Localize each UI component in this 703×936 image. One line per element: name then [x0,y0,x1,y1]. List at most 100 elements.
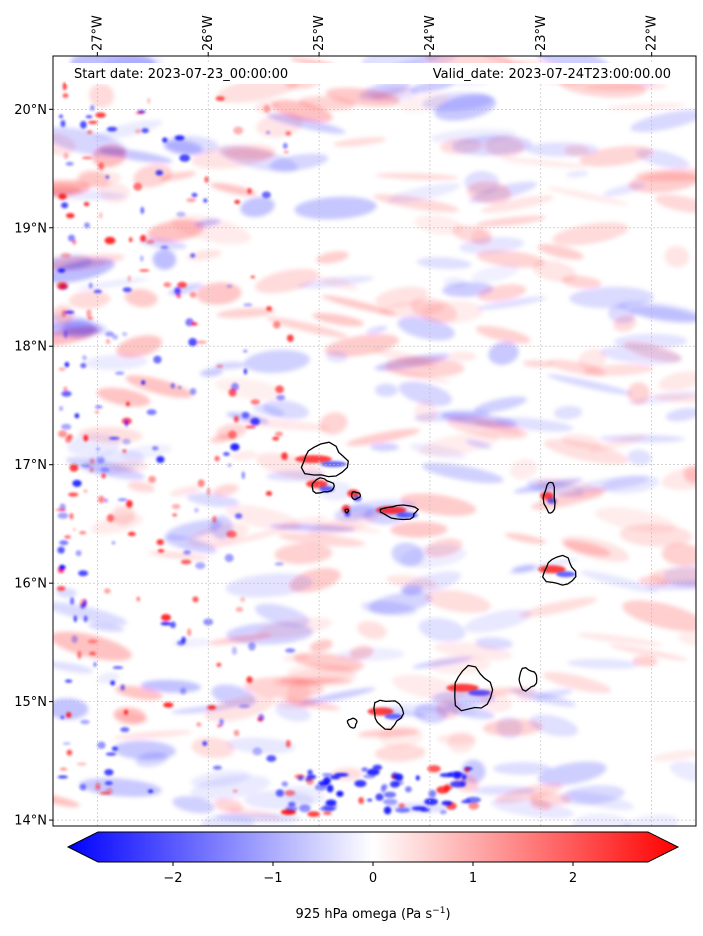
lon-tick-label: 23°W [534,15,549,51]
omega-cell [495,417,574,432]
omega-cell [439,810,447,815]
omega-cell [183,550,191,555]
omega-cell [136,596,141,602]
omega-cell [69,513,74,520]
omega-cell [619,523,692,547]
omega-cell [374,383,398,397]
omega-cell [307,513,379,537]
omega-cell [87,130,93,134]
omega-cell [537,243,584,260]
omega-cell [482,719,543,736]
omega-cell [162,137,168,143]
omega-cell [141,380,146,385]
omega-cell [59,406,64,411]
omega-cell [533,688,573,700]
omega-cell [228,430,237,439]
omega-cell [226,284,233,288]
omega-cell [80,362,87,369]
island-coastline [542,481,556,514]
omega-cell [396,512,418,519]
colorbar-tick-label: −2 [163,871,182,886]
omega-cell [87,316,94,320]
lat-tick-label: 17°N [14,458,47,473]
omega-cell [606,103,687,111]
omega-cell [460,779,467,787]
omega-cell [566,170,589,178]
omega-cell [475,215,547,227]
omega-cell [80,719,90,725]
omega-cell [385,356,465,378]
omega-cell [627,449,652,466]
omega-cell [299,687,376,705]
island-coastline [350,491,362,501]
omega-cell [61,202,69,209]
omega-cell [275,385,284,394]
island-coastline [379,504,420,521]
omega-cell [424,798,438,806]
omega-cell [315,251,349,264]
longitude-ticks: 27°W 26°W 25°W 24°W 23°W 22°W [90,15,660,56]
omega-cell [64,310,75,314]
omega-cell [609,644,689,661]
colorbar-tick-label: 0 [369,871,377,886]
omega-field-detail [55,82,296,795]
omega-cell [202,741,208,746]
omega-cell [58,367,66,371]
omega-cell [361,767,369,772]
omega-cell [579,145,653,167]
omega-cell [62,93,69,98]
colorbar-ticks: −2 −1 0 1 2 [163,862,577,886]
omega-cell [105,752,117,756]
omega-cell [257,717,263,722]
omega-cell [53,631,132,661]
omega-cell [661,543,696,567]
omega-cell [602,182,646,197]
omega-cell [87,639,98,644]
omega-cell [61,423,72,430]
omega-cell [627,382,650,405]
omega-cell [122,449,127,453]
omega-cell [99,212,103,219]
omega-cell [326,350,348,363]
omega-cell [383,791,397,798]
omega-cell [174,135,185,141]
omega-cell [632,655,658,667]
omega-cell [147,97,151,104]
omega-cell [630,110,696,133]
omega-cell [140,234,147,242]
island-coastline [518,667,538,692]
omega-cell [241,471,245,480]
omega-cell [105,787,113,795]
omega-cell [179,154,191,162]
omega-cell [127,531,136,537]
omega-cell [665,407,696,422]
omega-cell [96,456,105,464]
omega-cell [421,462,504,484]
omega-cell [108,437,120,440]
omega-cell [250,417,260,426]
omega-cell [398,381,452,407]
omega-cell [518,597,598,618]
omega-cell [190,774,271,800]
omega-cell [286,334,294,342]
omega-cell [85,115,93,119]
gridlines [53,56,696,826]
omega-cell [177,386,182,389]
omega-cell [104,498,108,503]
omega-cell [266,131,270,134]
omega-cell [279,516,327,529]
omega-cell [216,365,223,368]
omega-cell [261,191,271,199]
omega-cell [488,341,519,365]
omega-cell [567,658,640,670]
omega-cell [380,785,386,793]
omega-cell [285,806,298,812]
omega-cell [60,120,66,128]
omega-cell [419,432,499,457]
omega-cell [546,186,630,206]
omega-cell [68,492,79,497]
omega-cell [325,87,401,107]
omega-cell [424,589,491,614]
omega-cell [476,296,547,310]
omega-cell [366,768,380,776]
